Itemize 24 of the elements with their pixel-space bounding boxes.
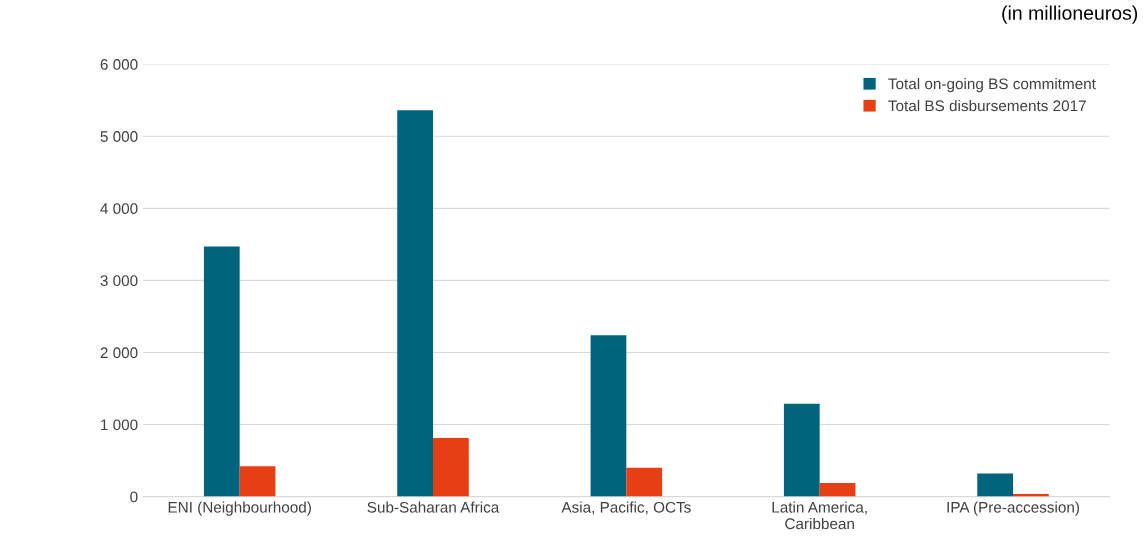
bar <box>433 437 469 497</box>
bar <box>977 473 1014 497</box>
y-tick-label: 4 000 <box>100 203 138 215</box>
y-tick-label: 2 000 <box>100 347 138 359</box>
x-tick-label: Latin America, Caribbean <box>772 501 867 530</box>
y-tick-label: 3 000 <box>100 275 138 287</box>
bar <box>590 335 627 497</box>
x-tick-label: Asia, Pacific, OCTs <box>561 501 691 515</box>
y-tick-label: 0 <box>130 491 138 503</box>
bar <box>819 482 856 497</box>
y-tick-label: 5 000 <box>100 131 138 142</box>
y-tick-label: 1 000 <box>101 419 138 431</box>
bar <box>626 467 663 497</box>
bar <box>783 403 820 497</box>
x-tick-label: IPA (Pre-accession) <box>947 501 1079 516</box>
bar <box>203 246 240 497</box>
bar <box>239 466 276 497</box>
y-tick-label: 6 000 <box>100 59 138 70</box>
legend-label: Total on-going BS commitment <box>888 78 1096 93</box>
legend-label: Total BS disbursements 2017 <box>888 99 1086 112</box>
x-tick-label: ENI (Neighbourhood) <box>168 501 311 516</box>
chart-subtitle: (in millioneuros) <box>1002 5 1138 24</box>
x-tick-label: Sub-Saharan Africa <box>367 501 500 513</box>
bar <box>397 110 433 497</box>
